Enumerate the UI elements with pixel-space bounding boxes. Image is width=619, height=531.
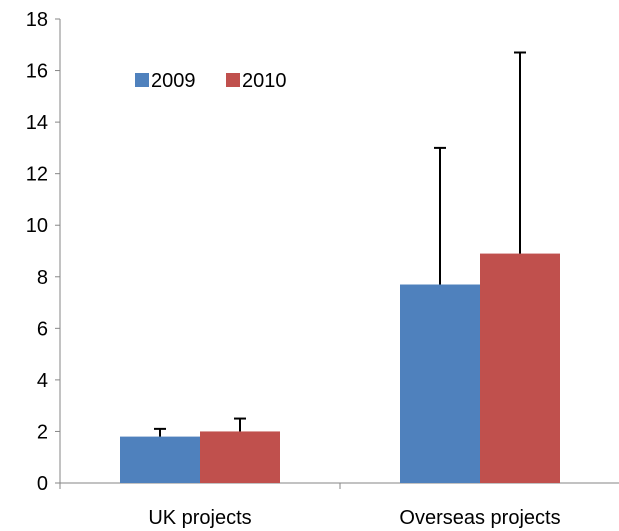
- y-tick-label: 12: [26, 164, 48, 186]
- y-tick-label: 6: [37, 318, 48, 340]
- legend-swatch-2010: [226, 73, 240, 87]
- y-tick-label: 2: [37, 421, 48, 443]
- error-bars: [154, 51, 526, 437]
- x-category-label: Overseas projects: [399, 507, 560, 529]
- x-category-label: UK projects: [148, 507, 251, 529]
- legend-label-2009: 2009: [151, 70, 196, 92]
- bar-2009-1: [400, 284, 480, 483]
- bar-2010-1: [480, 253, 560, 483]
- y-tick-label: 18: [26, 9, 48, 31]
- y-axis: 0 2 4 6 8 10 12 14 16 18: [26, 9, 61, 495]
- y-tick-label: 10: [26, 215, 48, 237]
- y-tick-label: 8: [37, 267, 48, 289]
- y-tick-label: 16: [26, 61, 48, 83]
- legend: 2009 2010: [135, 70, 287, 92]
- bar-2010-0: [200, 431, 280, 483]
- legend-swatch-2009: [135, 73, 149, 87]
- y-tick-label: 14: [26, 112, 48, 134]
- bar-2009-0: [120, 436, 200, 483]
- x-axis: UK projects Overseas projects: [59, 482, 619, 529]
- bars: [120, 253, 560, 483]
- y-tick-label: 4: [37, 370, 48, 392]
- y-tick-label: 0: [37, 473, 48, 495]
- legend-label-2010: 2010: [242, 70, 287, 92]
